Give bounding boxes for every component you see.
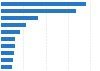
- Bar: [1, 51, 14, 55]
- Bar: [1, 30, 20, 34]
- Bar: [1, 37, 15, 41]
- Bar: [1, 44, 15, 48]
- Bar: [1, 65, 12, 69]
- Bar: [1, 23, 26, 27]
- Bar: [1, 9, 76, 13]
- Bar: [1, 16, 38, 20]
- Bar: [1, 2, 86, 6]
- Bar: [1, 58, 13, 62]
